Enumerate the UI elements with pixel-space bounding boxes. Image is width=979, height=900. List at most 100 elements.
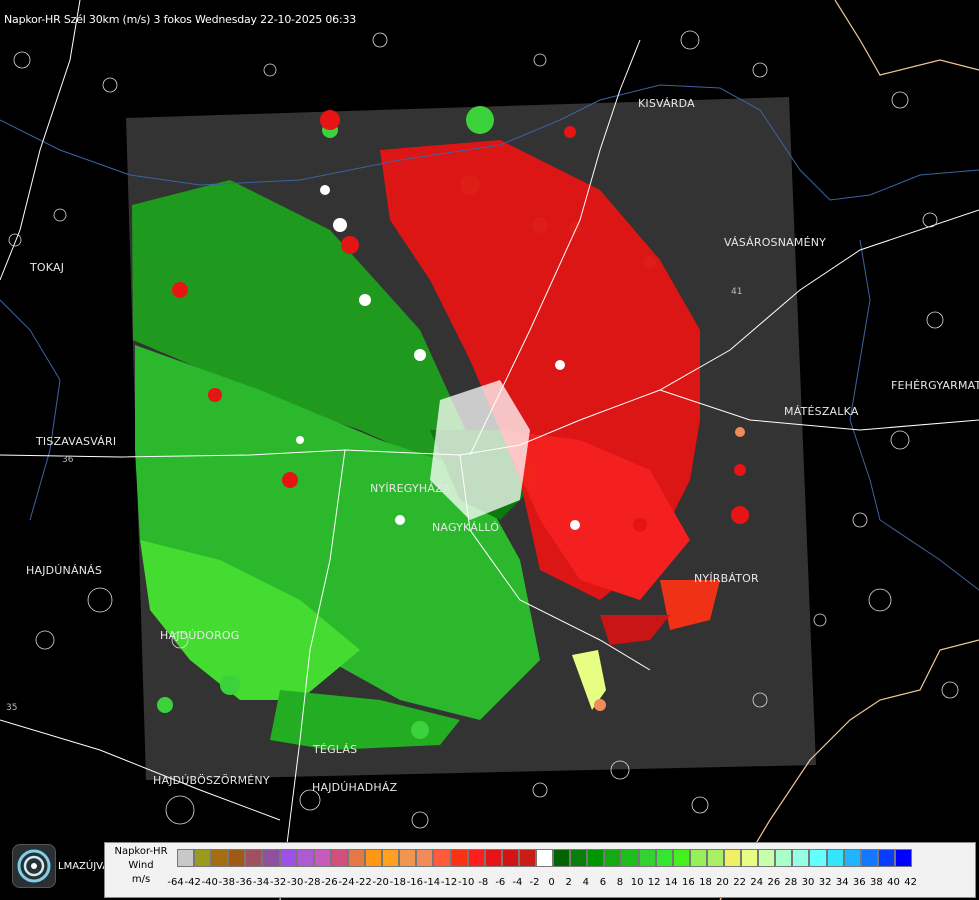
legend-swatch <box>194 849 212 867</box>
legend-swatch <box>313 849 331 867</box>
legend-ticks: -64 -42 -40 -38 -36 -34 -32 -30 -28 -26 -24 -22 -20-… <box>167 877 919 888</box>
legend-swatch <box>330 849 348 867</box>
legend-swatch <box>570 849 588 867</box>
legend-swatch <box>638 849 656 867</box>
settlements <box>8 30 959 829</box>
legend-tick-label: -32 <box>269 877 287 888</box>
legend-tick-label: -26 <box>321 877 338 888</box>
city-label: TOKAJ <box>30 261 65 274</box>
legend-tick-label: -10 <box>457 877 475 888</box>
color-legend: Napkor-HR Wind m/s -64 -42 -40 -38 -36 -34 -32… <box>104 842 976 898</box>
legend-tick-label: 28 <box>784 877 798 888</box>
legend-swatch <box>467 849 485 867</box>
city-label: HAJDÚDOROG <box>160 629 240 642</box>
city-label: NYÍRBÁTOR <box>694 572 759 585</box>
legend-swatch <box>228 849 246 867</box>
legend-swatch <box>177 849 195 867</box>
legend-tick-label: 26 <box>767 877 781 888</box>
legend-swatch <box>211 849 229 867</box>
city-label: FEHÉRGYARMAT <box>891 379 979 392</box>
legend-title-line: Napkor-HR <box>114 846 168 857</box>
legend-tick-label: 8 <box>616 877 624 888</box>
legend-swatch <box>553 849 571 867</box>
legend-swatch <box>724 849 742 867</box>
legend-tick-label: 14 <box>664 877 678 888</box>
echo-red-blobs <box>172 110 749 711</box>
legend-tick-label: -8 <box>478 877 489 888</box>
legend-swatch <box>741 849 759 867</box>
legend-tick-label: -20 <box>372 877 389 888</box>
legend-swatch <box>758 849 776 867</box>
road-number: 41 <box>731 287 743 297</box>
legend-tick-label: 36 <box>852 877 866 888</box>
legend-tick-label: 6 <box>599 877 607 888</box>
legend-tick-label: -24 <box>338 877 355 888</box>
legend-tick-label: -22 <box>355 877 372 888</box>
legend-swatch <box>894 849 913 867</box>
legend-swatch <box>484 849 502 867</box>
city-label: HAJDÚHADHÁZ <box>312 781 398 794</box>
legend-swatch <box>621 849 639 867</box>
legend-swatch <box>792 849 810 867</box>
legend-tick-label: -2 <box>529 877 540 888</box>
legend-swatch <box>672 849 690 867</box>
legend-tick-label: -4 <box>512 877 523 888</box>
legend-unit: m/s <box>131 874 151 885</box>
legend-swatch <box>518 849 536 867</box>
legend-swatch <box>860 849 878 867</box>
legend-tick-label: -38 <box>218 877 235 888</box>
legend-tick-label: 30 <box>801 877 815 888</box>
city-label: NYÍREGYHÁZA <box>370 482 451 495</box>
legend-tick-label: -40 <box>201 877 218 888</box>
echo-white <box>296 185 580 530</box>
legend-swatch <box>347 849 366 867</box>
logo-text: LMAZÚJVÁR <box>58 861 117 872</box>
legend-swatch <box>365 849 383 867</box>
city-label: MÁTÉSZALKA <box>784 405 859 418</box>
legend-tick-label: 18 <box>699 877 712 888</box>
legend-tick-label: 4 <box>582 877 589 888</box>
road-number: 35 <box>6 703 18 713</box>
legend-tick-label: -30 <box>287 877 304 888</box>
legend-swatch <box>826 849 844 867</box>
legend-swatch <box>655 849 673 867</box>
legend-tick-label: -14 <box>423 877 441 888</box>
city-label: HAJDÚBÖSZÖRMÉNY <box>153 774 270 787</box>
legend-swatch <box>689 849 707 867</box>
city-label: KISVÁRDA <box>638 97 695 110</box>
legend-tick-label: 12 <box>647 877 661 888</box>
legend-swatch <box>587 849 605 867</box>
legend-tick-label: 22 <box>733 877 746 888</box>
legend-swatch <box>604 849 622 867</box>
city-label: NAGYKÁLLÓ <box>432 521 500 534</box>
legend-swatch <box>296 849 314 867</box>
city-label: TÉGLÁS <box>313 743 358 756</box>
legend-tick-label: 42 <box>904 877 917 888</box>
legend-tick-label: -34 <box>252 877 270 888</box>
legend-tick-label: 16 <box>681 877 695 888</box>
legend-tick-label: 34 <box>835 877 849 888</box>
legend-tick-label: -36 <box>235 877 253 888</box>
legend-tick-label: 24 <box>750 877 764 888</box>
echo-red <box>380 140 720 645</box>
legend-swatch <box>450 849 468 867</box>
legend-swatch <box>535 849 554 867</box>
legend-tick-label: 20 <box>716 877 729 888</box>
echo-yellow <box>572 650 606 710</box>
legend-tick-label: 40 <box>887 877 900 888</box>
legend-swatch <box>382 849 400 867</box>
legend-title: Napkor-HR Wind m/s <box>105 845 177 887</box>
city-label: TISZAVASVÁRI <box>36 435 117 448</box>
legend-swatch <box>501 849 519 867</box>
legend-tick-label: 10 <box>630 877 644 888</box>
legend-tick-label: 38 <box>870 877 883 888</box>
napkor-logo-icon <box>12 844 56 888</box>
road-number: 36 <box>62 455 74 465</box>
legend-tick-label: 2 <box>565 877 572 888</box>
legend-swatch <box>877 849 895 867</box>
legend-swatch <box>279 849 297 867</box>
legend-swatch <box>433 849 451 867</box>
legend-tick-label: -16 <box>406 877 424 888</box>
